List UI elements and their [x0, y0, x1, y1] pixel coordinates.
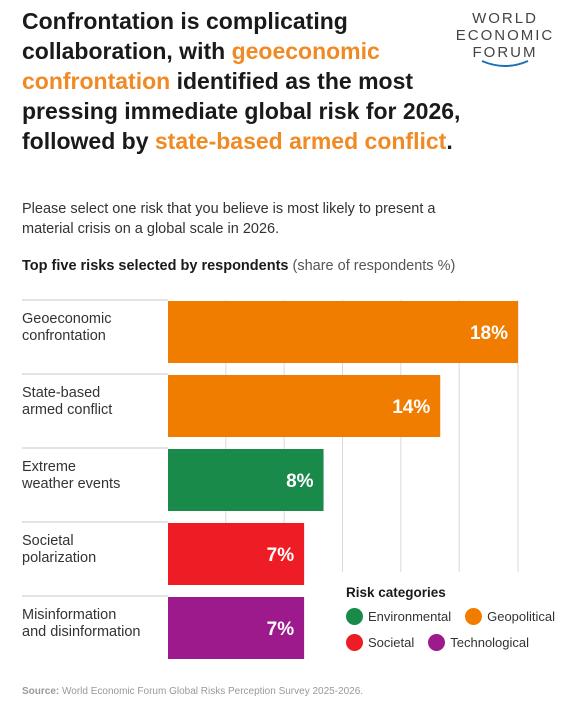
- legend-label-environmental: Environmental: [368, 609, 452, 624]
- legend-dot-societal: [346, 634, 363, 651]
- category-label-4: Societal polarization: [22, 533, 96, 566]
- bar-2: [168, 375, 441, 437]
- headline-highlight-2: state-based armed conflict: [154, 128, 447, 154]
- category-label-line: State-based: [22, 385, 100, 401]
- legend-item-technological: Technological: [428, 634, 529, 651]
- headline-text-1: Confrontation is complicating collaborat…: [22, 8, 348, 64]
- chart-title-sub: (share of respondents %): [288, 258, 456, 274]
- legend-row-2: Societal Technological: [346, 634, 582, 651]
- legend-label-geopolitical: Geopolitical: [487, 609, 556, 624]
- legend-label-technological: Technological: [450, 635, 530, 650]
- category-label-3: Extreme weather events: [21, 459, 120, 492]
- bar-5: [168, 597, 305, 659]
- bar-3: [168, 449, 324, 511]
- bar-1: [168, 301, 518, 363]
- source-text: World Economic Forum Global Risks Percep…: [59, 686, 364, 697]
- legend-dot-technological: [428, 634, 446, 651]
- category-label-line: weather events: [21, 476, 120, 492]
- category-label-1: Geoeconomic confrontation: [22, 311, 111, 344]
- category-label-line: Extreme: [22, 459, 76, 475]
- logo-arc-icon: [481, 60, 529, 67]
- category-label-line: and disinformation: [22, 624, 141, 640]
- category-label-line: Misinformation: [22, 607, 116, 623]
- bar-chart: 18% Geoeconomic confrontation 14% State-base…: [21, 299, 519, 659]
- category-label-line: polarization: [22, 550, 96, 566]
- category-label-5: Misinformation and disinformation: [22, 607, 141, 640]
- legend: Risk categories Environmental Geopolitic…: [346, 585, 582, 660]
- headline: Confrontation is complicating collaborat…: [22, 6, 492, 156]
- logo-line-1: WORLD: [472, 10, 538, 27]
- category-label-line: armed conflict: [22, 402, 112, 418]
- wef-logo: WORLD ECONOMIC FORUM: [450, 10, 560, 67]
- category-label-2: State-based armed conflict: [22, 385, 112, 418]
- source-label: Source:: [22, 686, 60, 697]
- legend-dot-geopolitical: [465, 608, 483, 625]
- bar-value-label-5: 7%: [267, 619, 295, 640]
- category-label-line: Societal: [22, 533, 74, 549]
- bar-value-label-2: 14%: [392, 397, 430, 418]
- logo-line-3: FORUM: [472, 44, 538, 61]
- chart-title-bold: Top five risks selected by respondents: [22, 258, 289, 274]
- category-label-line: confrontation: [22, 328, 106, 344]
- bar-4: [168, 523, 305, 585]
- bar-value-label-4: 7%: [267, 545, 295, 566]
- legend-item-societal: Societal: [346, 634, 414, 651]
- headline-text-2: identified as the most pressing immediat…: [22, 68, 461, 154]
- headline-text-3: .: [446, 128, 453, 154]
- legend-item-environmental: Environmental: [346, 608, 451, 625]
- bar-value-label-3: 8%: [286, 471, 314, 492]
- survey-question: Please select one risk that you believe …: [22, 201, 436, 237]
- chart-title: Top five risks selected by respondents (…: [22, 258, 455, 274]
- legend-item-geopolitical: Geopolitical: [465, 608, 555, 625]
- headline-highlight-1: geoeconomic confrontation: [22, 38, 380, 94]
- category-label-line: Geoeconomic: [22, 311, 111, 327]
- legend-title: Risk categories: [346, 585, 446, 600]
- legend-dot-environmental: [346, 608, 363, 625]
- legend-label-societal: Societal: [368, 635, 415, 650]
- bar-value-label-1: 18%: [470, 323, 508, 344]
- legend-row-1: Environmental Geopolitical: [346, 608, 582, 625]
- logo-line-2: ECONOMIC: [455, 27, 555, 44]
- source-note: Source: World Economic Forum Global Risk…: [22, 686, 363, 697]
